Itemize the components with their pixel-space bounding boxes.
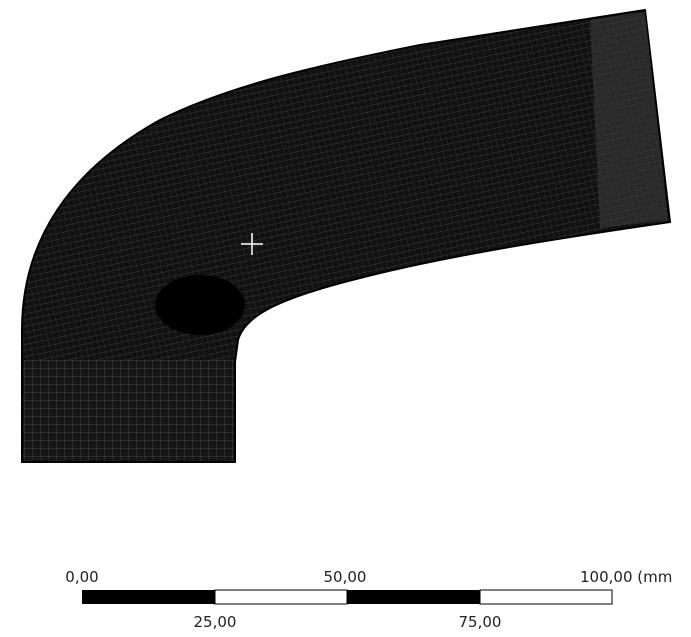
scale-label: 75,00: [459, 613, 502, 631]
scale-label: 25,00: [194, 613, 237, 631]
mesh-inlet: [24, 360, 234, 460]
mesh-dense-region: [155, 275, 245, 335]
scale-label: 100,00 (mm: [580, 568, 672, 586]
scale-label: 0,00: [65, 568, 98, 586]
mesh-outlet: [590, 12, 668, 228]
mesh-body: [21, 8, 672, 463]
scale-label: 50,00: [324, 568, 367, 586]
scale-bar: 0,00 50,00 100,00 (mm 25,00 75,00: [65, 568, 672, 631]
cursor-cross: [241, 233, 263, 255]
